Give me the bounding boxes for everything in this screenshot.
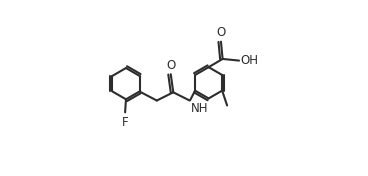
Text: F: F [122, 116, 128, 129]
Text: NH: NH [191, 102, 208, 115]
Text: OH: OH [240, 54, 258, 67]
Text: O: O [166, 59, 176, 72]
Text: O: O [216, 26, 226, 39]
